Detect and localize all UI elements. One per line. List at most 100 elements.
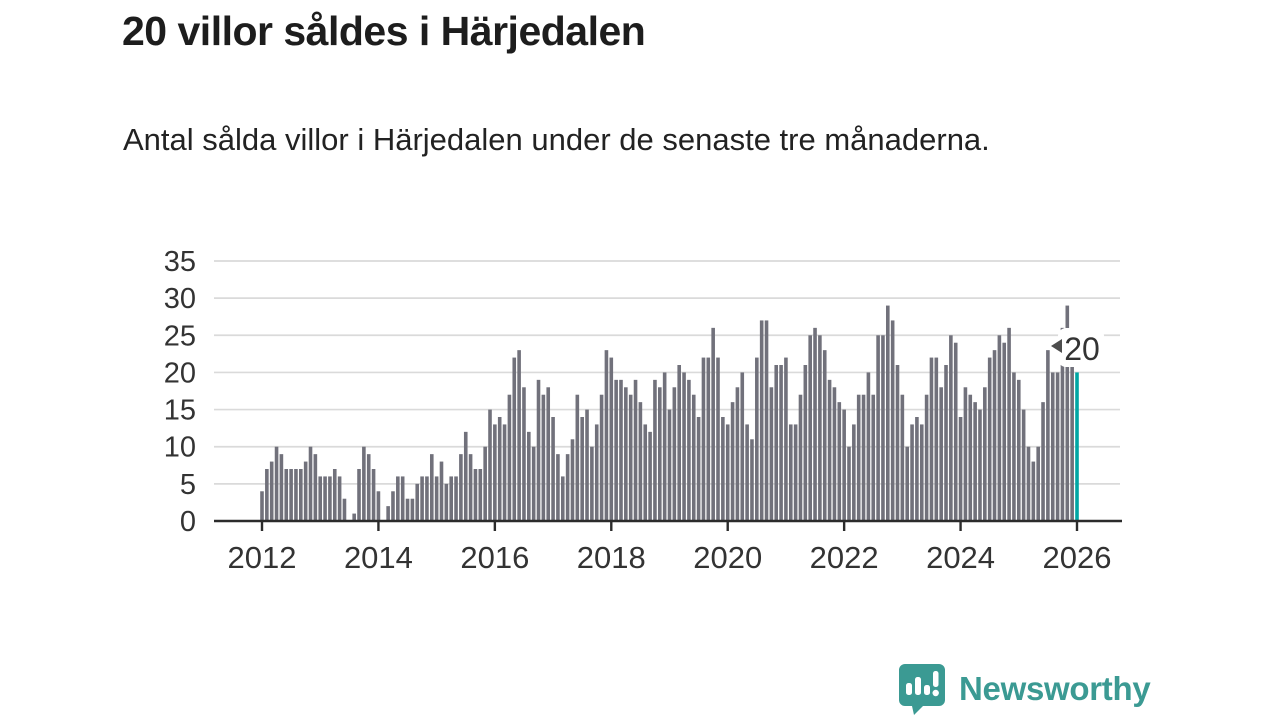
callout-arrow-icon — [1051, 339, 1062, 353]
bar — [497, 417, 502, 521]
bar — [876, 335, 880, 521]
brand-logo: Newsworthy — [897, 662, 1151, 716]
bar — [696, 417, 701, 521]
bar — [318, 476, 323, 521]
bar — [279, 454, 284, 521]
bar — [818, 335, 822, 521]
y-axis-tick-label: 20 — [164, 357, 196, 389]
bar — [638, 402, 643, 521]
bar — [779, 365, 783, 521]
bar — [1026, 446, 1031, 521]
bar — [968, 394, 973, 521]
bar — [682, 372, 686, 521]
bar — [740, 372, 745, 521]
bar — [653, 379, 657, 521]
bar — [915, 417, 919, 521]
bar — [303, 461, 308, 521]
bar — [536, 379, 541, 521]
bar — [362, 446, 366, 521]
bar — [856, 394, 861, 521]
x-axis-tick-label: 2020 — [693, 540, 762, 575]
bar — [973, 402, 977, 521]
y-axis-tick-label: 0 — [180, 506, 196, 538]
highlight-bar — [1075, 372, 1079, 521]
bar — [900, 394, 905, 521]
bar — [323, 476, 327, 521]
bar — [643, 424, 648, 521]
bar — [1007, 327, 1011, 521]
bar — [837, 402, 842, 521]
bar — [488, 409, 492, 521]
y-axis-tick-label: 5 — [180, 469, 196, 501]
newsworthy-logo-icon — [899, 664, 945, 715]
bar — [701, 357, 706, 521]
bar — [585, 409, 589, 521]
bar — [759, 320, 764, 521]
bar — [294, 469, 298, 521]
bar — [517, 350, 521, 521]
bar — [852, 424, 856, 521]
bar — [711, 327, 715, 521]
bar — [580, 417, 584, 521]
bar — [667, 409, 672, 521]
bar — [842, 409, 846, 521]
bar — [376, 491, 381, 521]
bar — [992, 350, 997, 521]
latest-value-label: 20 — [1064, 331, 1100, 367]
y-axis-tick-label: 25 — [164, 320, 196, 352]
bar — [895, 365, 900, 521]
bar — [847, 446, 851, 521]
bar — [391, 491, 395, 521]
bar — [313, 454, 318, 521]
bar — [691, 394, 696, 521]
bar — [599, 394, 604, 521]
x-axis-tick-label: 2022 — [810, 540, 879, 575]
bar — [657, 387, 662, 521]
bar — [289, 469, 293, 521]
bar — [308, 446, 313, 521]
bar — [429, 454, 434, 521]
bar — [953, 342, 958, 521]
bar — [910, 424, 914, 521]
bar — [609, 357, 614, 521]
x-axis-tick-label: 2012 — [228, 540, 297, 575]
bar — [798, 394, 803, 521]
bar — [866, 372, 871, 521]
bar — [1002, 342, 1007, 521]
bar — [633, 379, 638, 521]
bar — [473, 469, 478, 521]
chart-title: 20 villor såldes i Härjedalen — [122, 8, 646, 54]
bar — [784, 357, 788, 521]
bar — [735, 387, 740, 521]
bar — [560, 476, 565, 521]
bar — [803, 365, 808, 521]
bar — [861, 394, 866, 521]
bar — [541, 394, 546, 521]
y-axis-tick-label: 30 — [164, 283, 196, 315]
bar — [808, 335, 812, 521]
bar — [332, 469, 337, 521]
bar — [672, 387, 677, 521]
bar — [565, 454, 570, 521]
bar — [512, 357, 517, 521]
bar — [1065, 305, 1070, 521]
bar — [793, 424, 798, 521]
bar — [551, 417, 555, 521]
brand-name: Newsworthy — [959, 670, 1151, 707]
bar — [269, 461, 274, 521]
bar — [274, 446, 279, 521]
bar — [750, 439, 754, 521]
bar — [832, 387, 837, 521]
bar — [725, 424, 730, 521]
bar — [983, 387, 987, 521]
bar — [468, 454, 473, 521]
bar — [522, 387, 526, 521]
bar — [929, 357, 934, 521]
bar — [716, 357, 720, 521]
bar — [434, 476, 439, 521]
bar — [352, 513, 356, 521]
bar — [546, 387, 551, 521]
bar — [1050, 372, 1055, 521]
bar — [1036, 446, 1040, 521]
bar — [1031, 461, 1036, 521]
